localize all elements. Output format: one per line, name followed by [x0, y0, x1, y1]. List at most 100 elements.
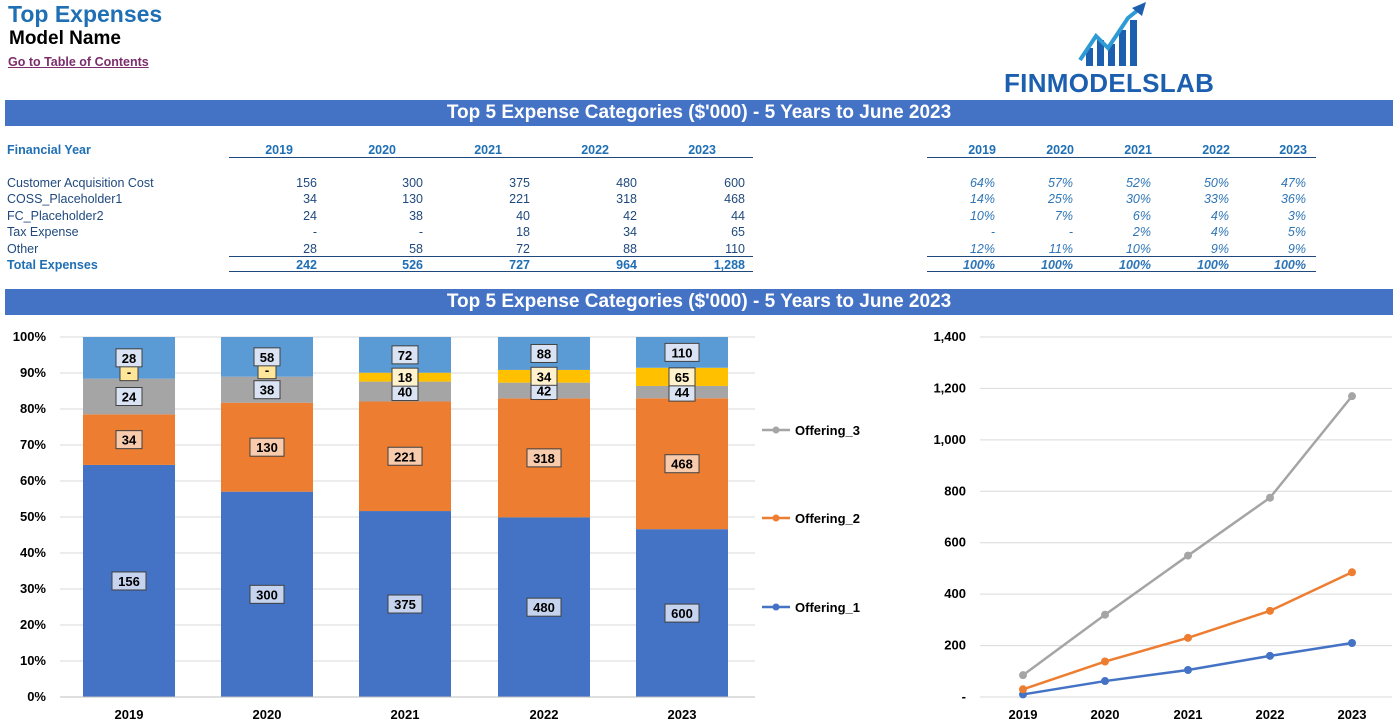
value-cell: 44 — [731, 208, 745, 223]
pct-cell: 47% — [1280, 176, 1306, 190]
value-cell: 318 — [616, 192, 637, 207]
table-banner: Top 5 Expense Categories ($'000) - 5 Yea… — [5, 100, 1393, 126]
value-cell: 38 — [409, 208, 423, 223]
pct-cell: 14% — [969, 192, 995, 207]
series-line — [1022, 395, 1353, 677]
year-header: 2023 — [688, 143, 716, 157]
legend-label: Offering_1 — [795, 600, 860, 615]
y-tick-label: 40% — [20, 545, 46, 560]
year-header: 2019 — [265, 143, 293, 157]
data-point — [1019, 685, 1027, 694]
legend-marker — [772, 603, 780, 611]
value-cell: - — [312, 225, 317, 240]
data-label: 300 — [256, 587, 278, 602]
data-label: 130 — [256, 440, 278, 455]
y-tick-label: 30% — [20, 581, 46, 596]
data-label: 58 — [260, 350, 274, 365]
data-label: 88 — [537, 346, 551, 361]
logo-text: FINMODELSLAB — [1004, 68, 1215, 98]
x-tick-label: 2022 — [530, 707, 559, 722]
y-tick-label: 1,000 — [933, 432, 966, 447]
value-cell: 468 — [724, 192, 745, 207]
value-cell: 24 — [303, 208, 317, 223]
x-tick-label: 2023 — [668, 707, 697, 722]
page-title: Top Expenses — [8, 1, 163, 27]
y-tick-label: 100% — [13, 329, 47, 344]
row-label: COSS_Placeholder1 — [7, 192, 123, 207]
year-header: 2021 — [474, 143, 502, 157]
pct-cell: 100% — [963, 258, 995, 272]
pct-cell: - — [990, 225, 995, 240]
pct-year-header: 2023 — [1279, 143, 1307, 157]
data-label: 34 — [537, 369, 552, 384]
data-label: - — [265, 363, 269, 378]
pct-year-header: 2019 — [968, 143, 996, 157]
pct-cell: 3% — [1287, 208, 1306, 223]
value-cell: 300 — [402, 176, 423, 190]
data-label: - — [127, 365, 131, 380]
pct-cell: 57% — [1047, 176, 1073, 190]
data-label: 318 — [533, 451, 555, 466]
value-cell: 221 — [509, 192, 530, 207]
pct-year-header: 2020 — [1046, 143, 1074, 157]
value-cell: 130 — [402, 192, 423, 207]
pct-cell: 30% — [1125, 192, 1151, 207]
value-cell: 156 — [296, 176, 317, 190]
value-cell: 727 — [509, 258, 530, 272]
y-tick-label: 200 — [944, 638, 966, 653]
pct-cell: 9% — [1287, 241, 1306, 256]
data-label: 375 — [394, 597, 416, 612]
value-cell: 34 — [623, 225, 637, 240]
data-point — [1184, 666, 1192, 674]
data-point — [1348, 392, 1356, 401]
y-tick-label: 400 — [944, 586, 966, 601]
data-label-box — [249, 437, 285, 457]
data-label: 221 — [394, 449, 416, 464]
data-label-box — [530, 343, 558, 363]
logo-chart-icon — [1078, 2, 1146, 66]
legend-label: Offering_2 — [795, 511, 860, 526]
y-tick-label: - — [962, 689, 966, 704]
x-tick-label: 2021 — [391, 707, 420, 722]
year-header: 2022 — [581, 143, 609, 157]
y-tick-label: 60% — [20, 473, 46, 488]
pct-cell: 100% — [1274, 258, 1306, 272]
pct-cell: 25% — [1047, 192, 1073, 207]
value-cell: 28 — [303, 241, 317, 256]
data-point — [1266, 651, 1274, 660]
pct-cell: 5% — [1287, 225, 1306, 240]
pct-cell: 10% — [1125, 241, 1151, 256]
value-cell: 42 — [623, 208, 637, 223]
y-tick-label: 1,200 — [933, 380, 966, 395]
data-point — [1348, 568, 1356, 577]
pct-cell: 6% — [1132, 208, 1151, 223]
data-label: 28 — [122, 351, 136, 366]
legend-marker — [772, 426, 780, 434]
x-tick-label: 2020 — [1091, 707, 1120, 722]
data-label-box — [526, 597, 562, 617]
data-label-box — [387, 446, 423, 466]
pct-cell: - — [1068, 225, 1073, 240]
data-point — [1019, 671, 1027, 680]
row-label: Other — [7, 241, 39, 256]
data-label: 42 — [537, 384, 551, 399]
value-cell: 65 — [731, 225, 745, 240]
data-label-box — [111, 571, 147, 591]
data-label-box — [391, 367, 419, 387]
data-point — [1266, 493, 1274, 502]
table-of-contents-link[interactable]: Go to Table of Contents — [8, 55, 149, 69]
pct-cell: 52% — [1125, 176, 1151, 190]
value-cell: 72 — [516, 241, 530, 256]
data-label-box — [668, 367, 696, 387]
data-label: 110 — [672, 345, 693, 360]
y-tick-label: 70% — [20, 437, 46, 452]
data-label-box — [115, 348, 143, 368]
row-label: FC_Placeholder2 — [7, 208, 104, 223]
y-tick-label: 600 — [944, 535, 966, 550]
y-tick-label: 20% — [20, 617, 46, 632]
pct-cell: 100% — [1041, 258, 1073, 272]
data-point — [1266, 606, 1274, 615]
y-tick-label: 800 — [944, 483, 966, 498]
value-cell: 526 — [402, 258, 423, 272]
data-point — [1101, 677, 1109, 686]
